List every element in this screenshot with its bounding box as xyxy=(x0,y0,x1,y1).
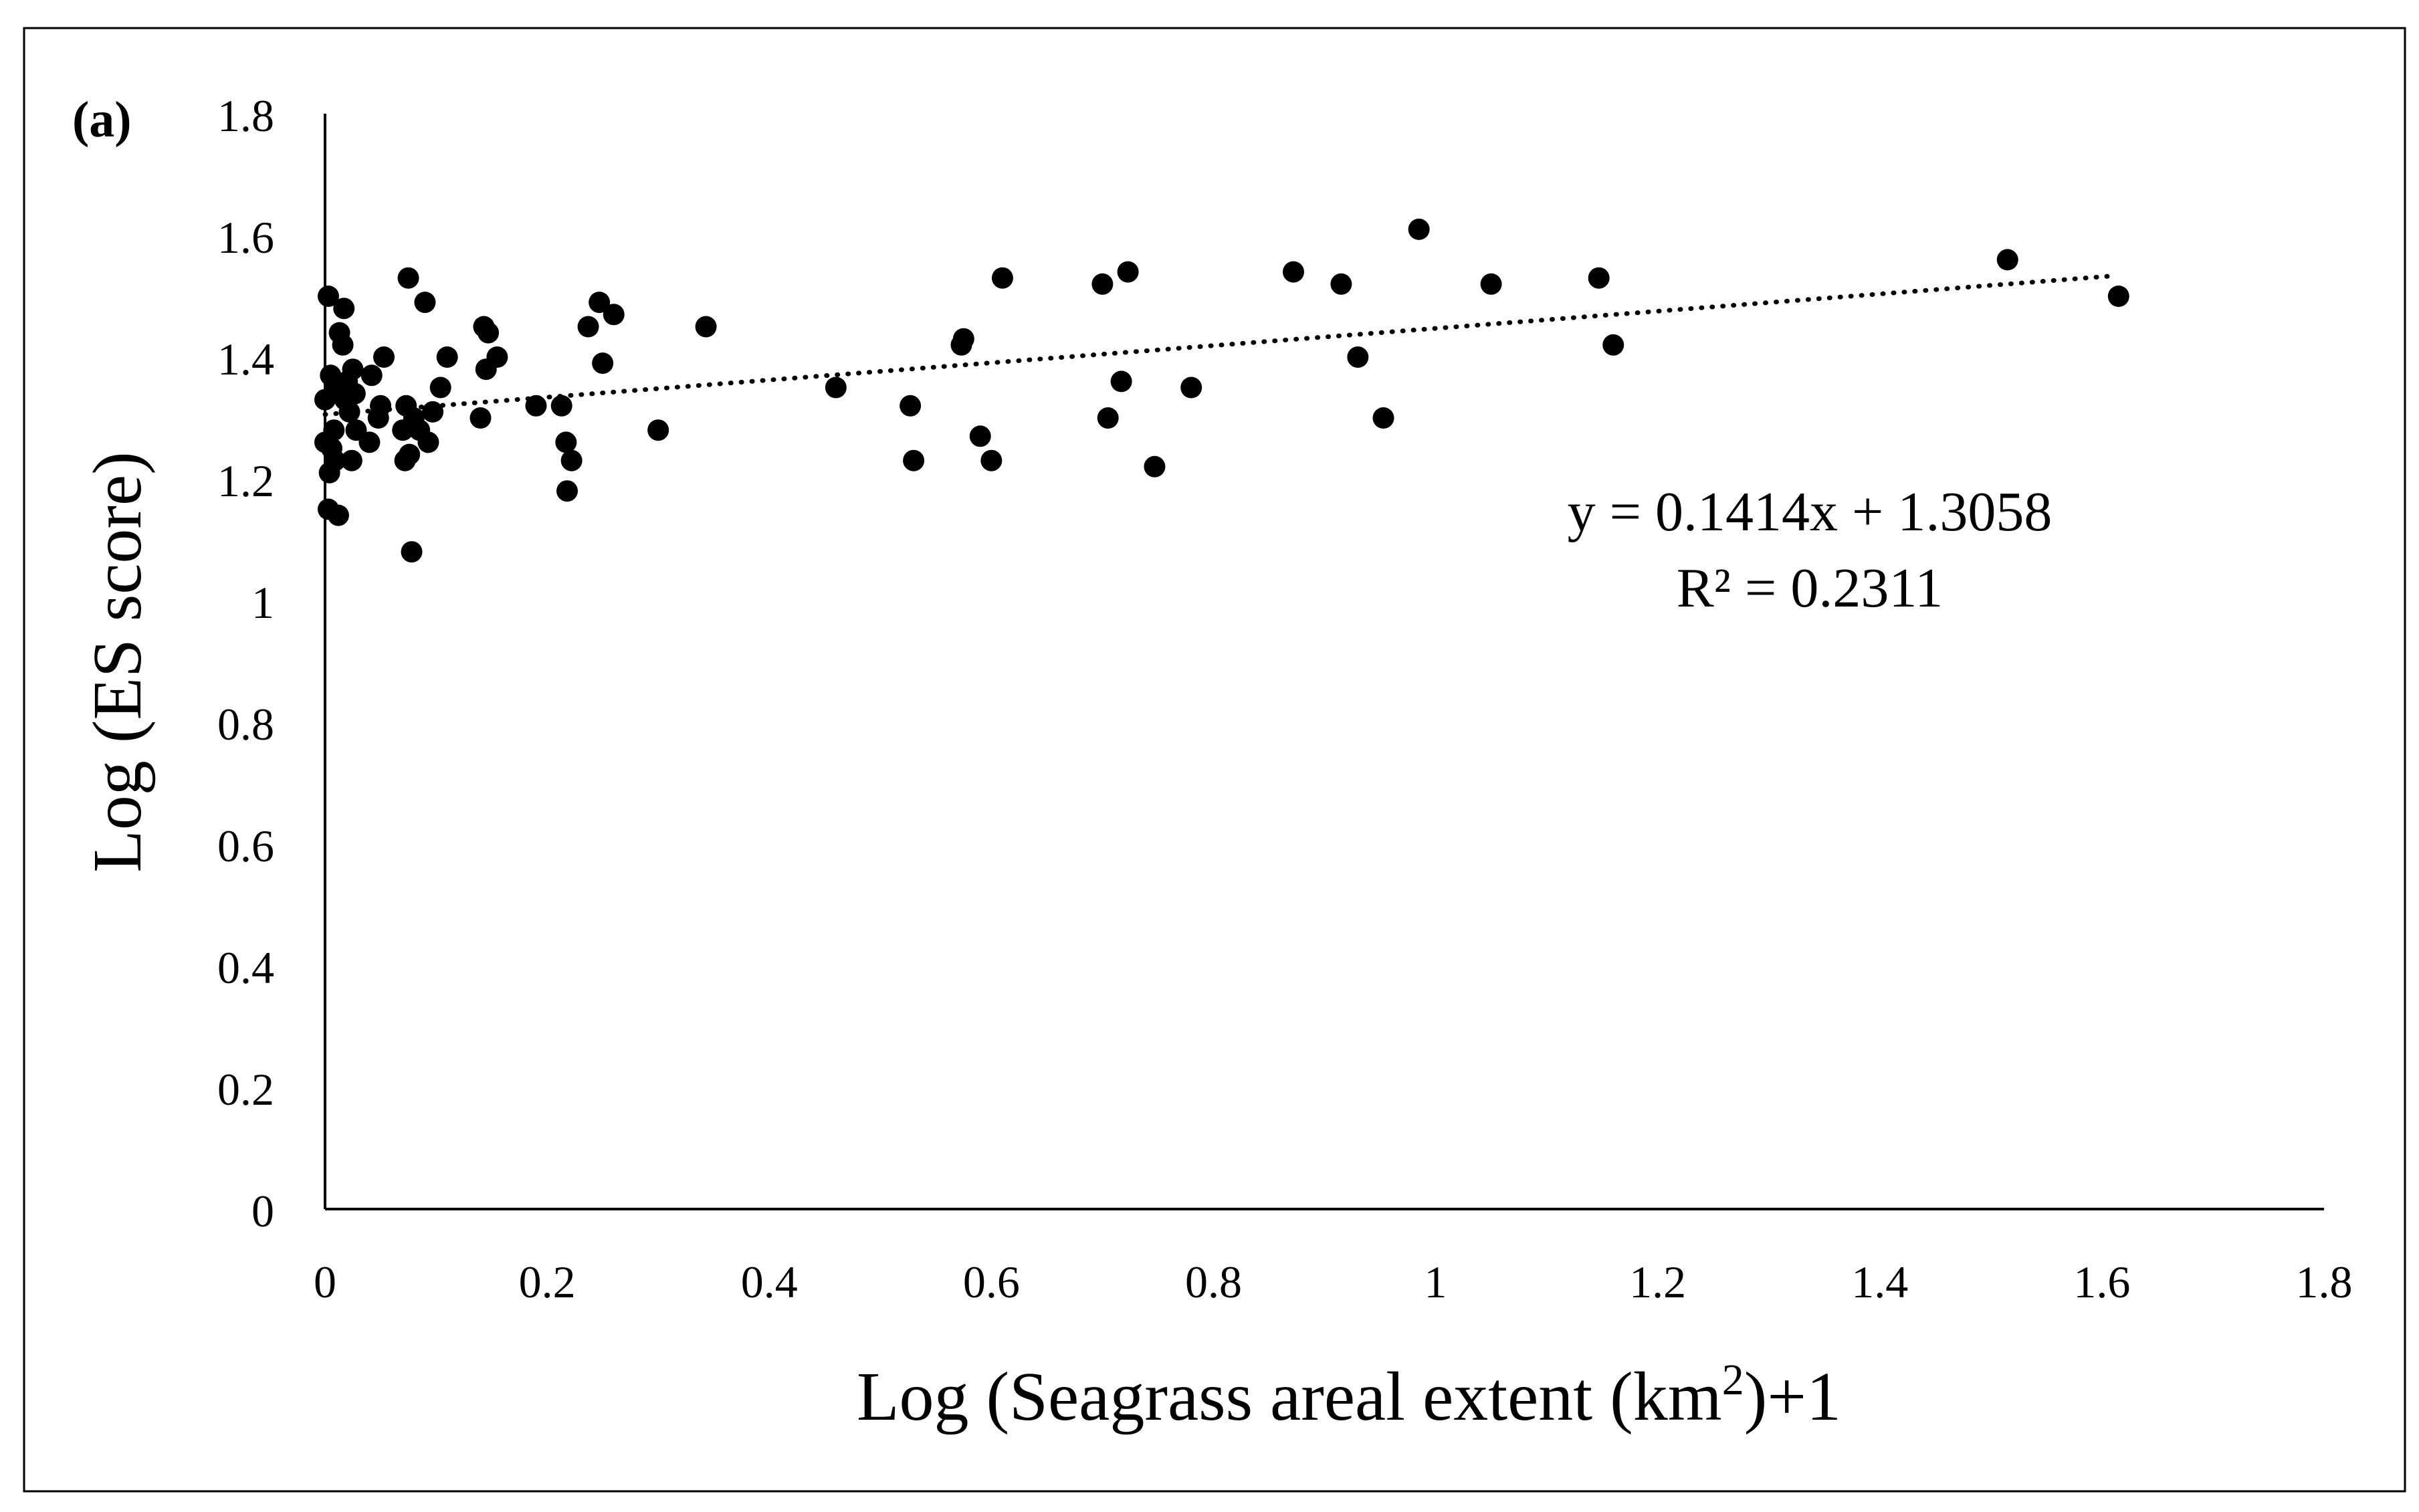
y-axis-title: Log (ES score) xyxy=(79,451,156,873)
data-point xyxy=(577,316,599,338)
data-point xyxy=(991,267,1013,289)
data-point xyxy=(342,358,364,381)
data-point xyxy=(900,395,922,417)
data-point xyxy=(338,401,360,423)
data-point xyxy=(1283,261,1305,283)
data-point xyxy=(1144,455,1166,477)
data-point xyxy=(397,267,419,289)
x-tick-label: 1.4 xyxy=(1851,1257,1908,1307)
x-axis-title-superscript: 2 xyxy=(1722,1356,1744,1404)
data-point xyxy=(603,304,625,326)
x-tick-label: 0.6 xyxy=(963,1257,1020,1307)
data-point xyxy=(903,449,925,471)
y-tick-label: 0.2 xyxy=(217,1064,274,1115)
x-tick-label: 0.8 xyxy=(1185,1257,1242,1307)
data-point xyxy=(332,334,354,356)
data-point xyxy=(436,346,458,368)
trendline-equation: y = 0.1414x + 1.3058 xyxy=(1568,481,2053,543)
figure-border xyxy=(23,27,2406,1493)
data-point xyxy=(1110,370,1132,393)
x-axis-title-tail: )+1 xyxy=(1744,1358,1841,1435)
data-point xyxy=(1602,334,1624,356)
x-tick-label: 1.8 xyxy=(2296,1257,2353,1307)
data-point xyxy=(1372,407,1394,429)
data-point xyxy=(1996,249,2018,271)
data-point xyxy=(429,376,451,399)
data-point xyxy=(486,346,508,368)
data-point xyxy=(373,346,395,368)
data-point xyxy=(327,504,349,526)
y-tick-label: 0.8 xyxy=(217,699,274,750)
data-point xyxy=(550,395,572,417)
data-point xyxy=(360,364,383,387)
data-point xyxy=(1588,267,1610,289)
data-point xyxy=(340,449,362,471)
r-squared-label: R² = 0.2311 xyxy=(1677,557,1943,619)
x-axis-title-main: Log (Seagrass areal extent (km xyxy=(857,1358,1722,1435)
data-point xyxy=(370,395,392,417)
data-point xyxy=(1180,376,1202,399)
data-point xyxy=(422,401,444,423)
data-point xyxy=(323,419,345,441)
data-point xyxy=(592,352,614,374)
trendline xyxy=(322,274,2115,417)
data-point xyxy=(647,419,669,441)
data-point xyxy=(1480,273,1502,295)
x-tick-label: 1.6 xyxy=(2073,1257,2130,1307)
data-point xyxy=(358,431,381,453)
y-tick-label: 0 xyxy=(251,1186,274,1236)
y-tick-label: 1.4 xyxy=(217,334,274,385)
panel-label: (a) xyxy=(72,92,132,148)
data-point xyxy=(555,431,577,453)
data-point xyxy=(589,292,611,314)
data-point xyxy=(2107,286,2129,307)
data-point xyxy=(417,431,439,453)
data-point xyxy=(560,449,583,471)
data-point xyxy=(1330,273,1352,295)
data-point xyxy=(469,407,492,429)
x-tick-label: 0.2 xyxy=(519,1257,576,1307)
data-point xyxy=(478,322,500,344)
data-point xyxy=(344,383,366,405)
data-point xyxy=(317,286,339,307)
data-point xyxy=(952,328,974,350)
x-tick-label: 1 xyxy=(1425,1257,1447,1307)
data-point xyxy=(556,480,579,502)
y-tick-label: 0.4 xyxy=(217,942,274,993)
data-point xyxy=(324,449,346,471)
data-point xyxy=(1117,261,1139,283)
x-tick-label: 0 xyxy=(314,1257,336,1307)
y-tick-label: 1.8 xyxy=(217,90,274,141)
x-tick-labels: 0 0.2 0.4 0.6 0.8 1 1.2 1.4 1.6 1.8 xyxy=(314,1257,2353,1307)
x-tick-label: 1.2 xyxy=(1629,1257,1686,1307)
data-points xyxy=(314,218,2129,563)
y-tick-label: 1 xyxy=(251,577,274,628)
data-point xyxy=(1347,346,1369,368)
data-point xyxy=(1091,273,1114,295)
data-point xyxy=(1408,218,1430,240)
data-point xyxy=(401,541,423,563)
data-point xyxy=(825,376,847,399)
plot-area: 0 0.2 0.4 0.6 0.8 1 1.2 1.4 1.6 1.8 0 0.2 0.4 0.6 0.8… xyxy=(217,90,2353,1307)
data-point xyxy=(333,298,355,320)
data-point xyxy=(980,449,1003,471)
data-point xyxy=(695,316,717,338)
data-point xyxy=(414,292,436,314)
y-tick-label: 1.2 xyxy=(217,455,274,506)
data-point xyxy=(969,425,991,447)
y-tick-label: 0.6 xyxy=(217,821,274,871)
data-point xyxy=(1097,407,1119,429)
data-point xyxy=(399,443,421,465)
y-tick-label: 1.6 xyxy=(217,212,274,263)
x-tick-label: 0.4 xyxy=(741,1257,798,1307)
y-tick-labels: 0 0.2 0.4 0.6 0.8 1 1.2 1.4 1.6 1.8 xyxy=(217,90,274,1236)
x-axis-title: Log (Seagrass areal extent (km2)+1 xyxy=(857,1356,1841,1435)
data-point xyxy=(525,395,547,417)
